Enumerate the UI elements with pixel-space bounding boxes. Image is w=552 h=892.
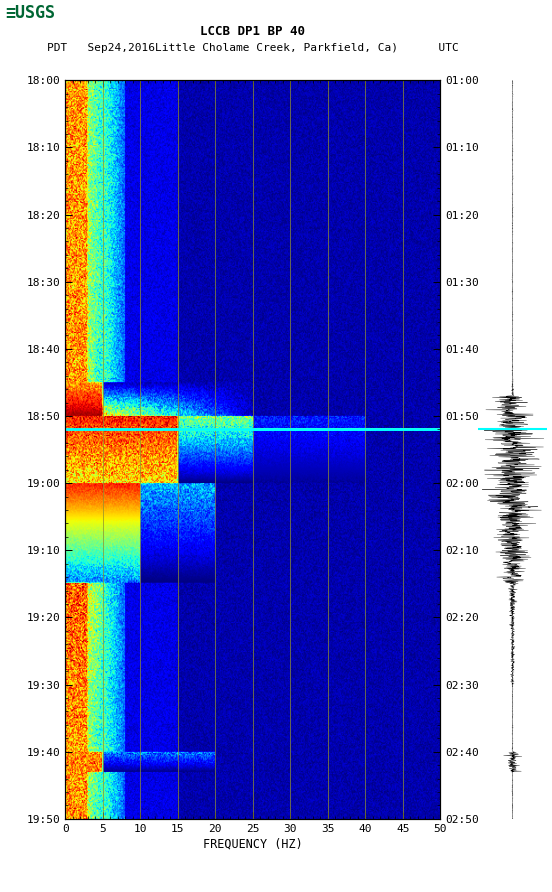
Text: ≡USGS: ≡USGS	[6, 4, 56, 22]
X-axis label: FREQUENCY (HZ): FREQUENCY (HZ)	[203, 838, 302, 851]
Text: PDT   Sep24,2016Little Cholame Creek, Parkfield, Ca)      UTC: PDT Sep24,2016Little Cholame Creek, Park…	[47, 43, 459, 53]
Text: LCCB DP1 BP 40: LCCB DP1 BP 40	[200, 25, 305, 38]
